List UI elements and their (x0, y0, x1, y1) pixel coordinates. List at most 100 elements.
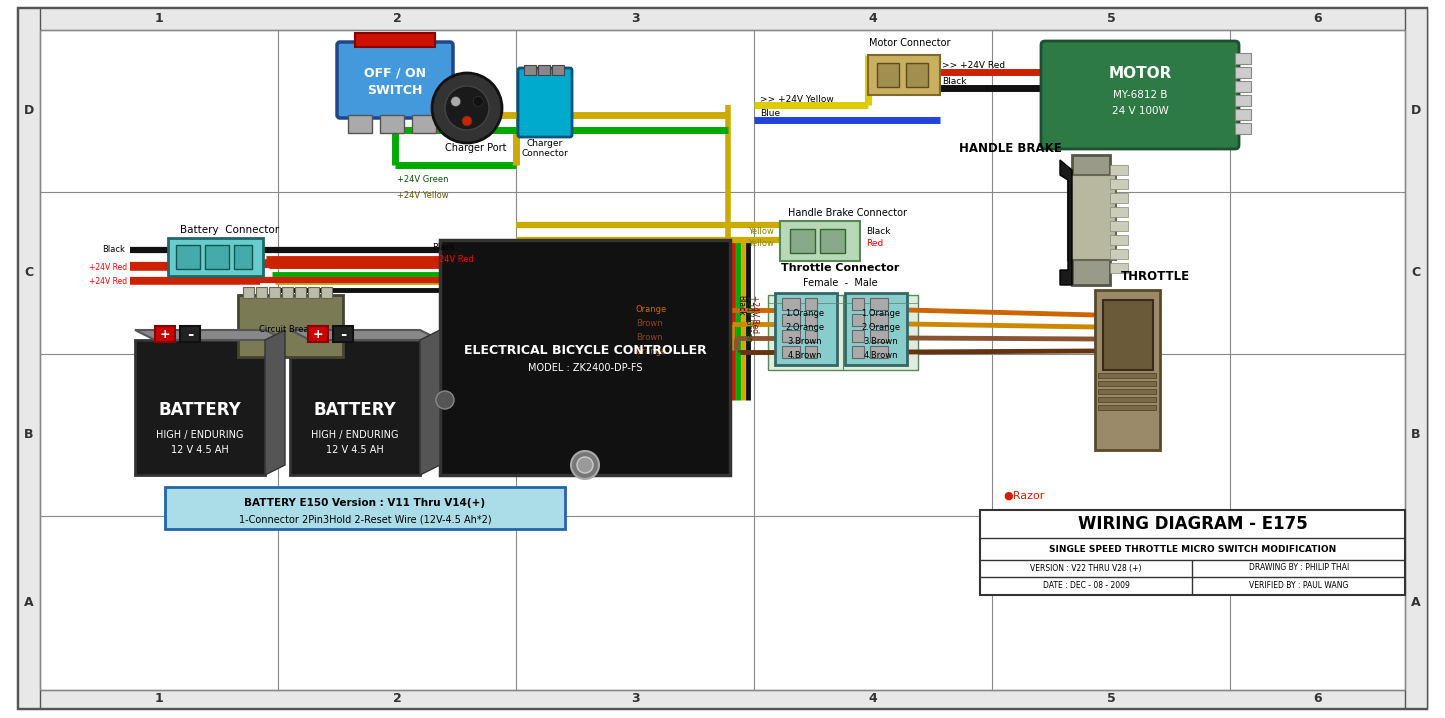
Bar (205, 245, 228, 269)
Bar (355, 33, 435, 47)
Text: 2.Orange: 2.Orange (861, 322, 900, 332)
Bar (805, 330, 816, 342)
Text: +: + (160, 327, 171, 340)
Bar (845, 293, 907, 365)
Bar (552, 65, 564, 75)
Polygon shape (134, 330, 285, 340)
Bar (1405, 8, 1428, 708)
Bar (877, 63, 899, 87)
Text: Female  -  Male: Female - Male (802, 278, 877, 288)
Text: MY-6812 B: MY-6812 B (1113, 90, 1168, 100)
Text: B: B (1412, 429, 1420, 442)
Text: 3: 3 (630, 12, 639, 26)
Circle shape (571, 451, 600, 479)
Bar (181, 326, 199, 342)
Bar (538, 65, 551, 75)
Bar (767, 295, 918, 370)
Bar (380, 115, 405, 133)
Text: 2: 2 (393, 12, 402, 26)
Bar (853, 298, 864, 310)
Circle shape (445, 86, 488, 130)
Text: 1: 1 (155, 692, 163, 706)
Bar (1235, 67, 1251, 78)
Text: Charger Port: Charger Port (445, 143, 507, 153)
Bar (295, 287, 306, 298)
Bar (1235, 109, 1251, 120)
Bar (870, 298, 889, 310)
Text: C: C (25, 266, 33, 279)
Circle shape (577, 457, 592, 473)
Text: MODEL : ZK2400-DP-FS: MODEL : ZK2400-DP-FS (527, 363, 642, 373)
Bar (308, 326, 328, 342)
Text: +: + (312, 327, 324, 340)
Text: 2: 2 (393, 692, 402, 706)
Bar (1110, 165, 1129, 175)
Text: SINGLE SPEED THROTTLE MICRO SWITCH MODIFICATION: SINGLE SPEED THROTTLE MICRO SWITCH MODIF… (1049, 544, 1337, 554)
Bar (1098, 397, 1156, 402)
Polygon shape (264, 330, 285, 475)
Bar (980, 510, 1405, 595)
Text: Red: Red (866, 240, 883, 248)
Text: Handle Brake Connector: Handle Brake Connector (789, 208, 907, 218)
Text: DRAWING BY : PHILIP THAI: DRAWING BY : PHILIP THAI (1248, 564, 1348, 572)
Bar (308, 287, 319, 298)
Bar (348, 115, 371, 133)
Bar (1072, 155, 1110, 285)
Text: OFF / ON: OFF / ON (364, 67, 426, 80)
Text: Black: Black (432, 243, 455, 253)
Text: 1.Orange: 1.Orange (861, 309, 900, 317)
Text: C: C (1412, 266, 1420, 279)
Text: +24V Red: +24V Red (432, 256, 474, 264)
Text: 4: 4 (868, 12, 877, 26)
Bar (1110, 263, 1129, 273)
Polygon shape (420, 330, 439, 475)
Bar (782, 298, 801, 310)
FancyBboxPatch shape (337, 42, 452, 118)
Text: A: A (1412, 597, 1420, 610)
Text: 24 V 100W: 24 V 100W (1111, 106, 1169, 116)
Text: Charger: Charger (527, 139, 564, 147)
Text: VERSION : V22 THRU V28 (+): VERSION : V22 THRU V28 (+) (1030, 564, 1142, 572)
Bar (1110, 207, 1129, 217)
Bar (1068, 175, 1116, 260)
Text: HANDLE BRAKE: HANDLE BRAKE (958, 141, 1062, 154)
Text: Black: Black (103, 246, 126, 254)
Text: +24V Green: +24V Green (397, 175, 448, 185)
Text: BATTERY: BATTERY (314, 401, 396, 419)
Text: Blue: Blue (760, 110, 780, 118)
Text: THROTTLE: THROTTLE (1120, 271, 1189, 284)
Text: Black: Black (942, 78, 967, 86)
Bar (870, 346, 889, 358)
Bar (1098, 405, 1156, 410)
Bar (1110, 193, 1129, 203)
Text: -: - (340, 327, 347, 342)
Bar (805, 346, 816, 358)
Bar (868, 55, 941, 95)
Bar (782, 346, 801, 358)
Polygon shape (290, 330, 439, 340)
Text: VERIFIED BY : PAUL WANG: VERIFIED BY : PAUL WANG (1248, 582, 1348, 590)
Text: Brown: Brown (636, 333, 663, 342)
Text: WIRING DIAGRAM - E175: WIRING DIAGRAM - E175 (1078, 515, 1308, 533)
Bar (269, 287, 280, 298)
Text: Orange: Orange (636, 348, 668, 357)
Circle shape (451, 96, 461, 106)
Text: 2.Orange: 2.Orange (786, 322, 825, 332)
Bar (853, 330, 864, 342)
Bar (1098, 389, 1156, 394)
Text: >> +24V Red: >> +24V Red (942, 62, 1006, 70)
Text: 1.Orange: 1.Orange (786, 309, 825, 317)
Text: +24V Red: +24V Red (750, 295, 760, 333)
Text: DATE : DEC - 08 - 2009: DATE : DEC - 08 - 2009 (1043, 582, 1130, 590)
Text: Throttle Connector: Throttle Connector (780, 263, 899, 273)
Text: +24V Red: +24V Red (90, 277, 127, 286)
FancyBboxPatch shape (1040, 41, 1238, 149)
Bar (243, 287, 254, 298)
Text: Black: Black (737, 295, 746, 316)
Bar (870, 314, 889, 326)
Bar (168, 238, 263, 276)
Text: 12 V 4.5 AH: 12 V 4.5 AH (171, 445, 228, 455)
Text: Connector: Connector (522, 149, 568, 157)
Text: 3: 3 (630, 692, 639, 706)
Bar (1098, 381, 1156, 386)
